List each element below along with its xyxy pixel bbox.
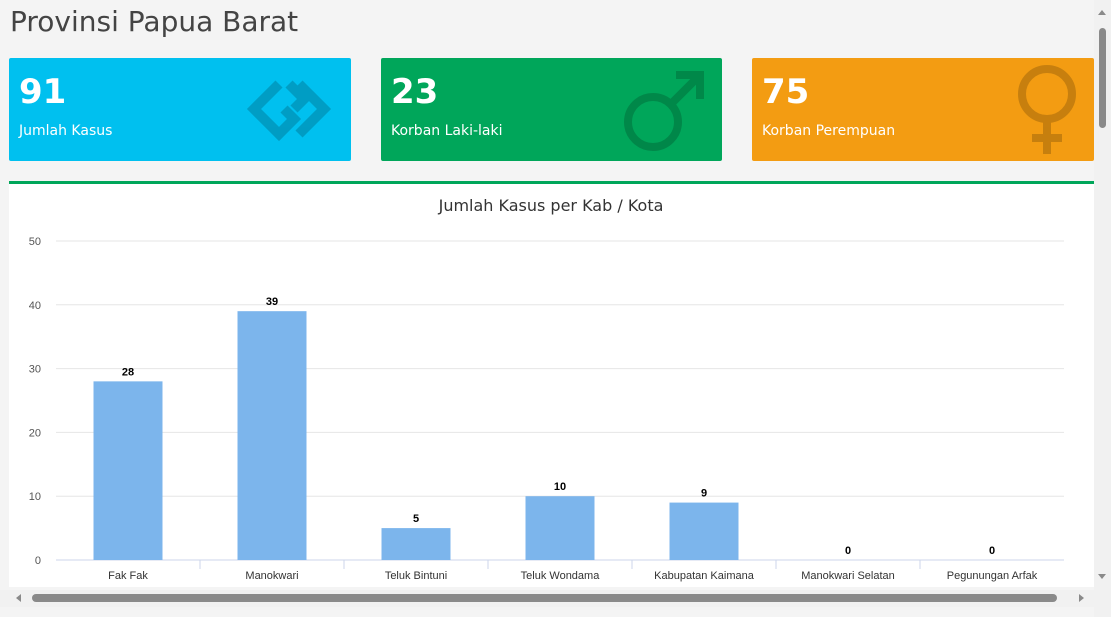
x-tick-label: Fak Fak [108, 570, 148, 582]
female-victims-label: Korban Perempuan [762, 123, 896, 139]
bar[interactable] [93, 381, 163, 560]
bar[interactable] [669, 502, 739, 560]
stat-box-male-victims: 23 Korban Laki-laki [381, 58, 722, 161]
venus-icon [1012, 64, 1082, 161]
x-tick-label: Manokwari Selatan [801, 570, 895, 582]
total-cases-value: 91 [19, 72, 67, 112]
stat-box-female-victims: 75 Korban Perempuan [752, 58, 1094, 161]
scroll-up-arrow-icon[interactable] [1098, 10, 1106, 15]
x-tick-label: Teluk Bintuni [385, 570, 447, 582]
mars-icon [620, 64, 710, 159]
vertical-scroll-thumb[interactable] [1099, 28, 1106, 128]
chart-title: Jumlah Kasus per Kab / Kota [438, 196, 664, 215]
bar[interactable] [525, 496, 595, 560]
scrollbar-corner [1094, 590, 1111, 617]
data-label: 0 [989, 545, 995, 557]
y-tick-label: 10 [29, 491, 41, 503]
x-tick-label: Teluk Wondama [521, 570, 601, 582]
horizontal-scroll-thumb[interactable] [32, 594, 1057, 602]
scroll-down-arrow-icon[interactable] [1098, 574, 1106, 579]
chart-panel: Jumlah Kasus per Kab / Kota 0 10 20 30 40 50 2… [9, 181, 1094, 587]
data-label: 39 [266, 296, 278, 308]
scroll-right-arrow-icon[interactable] [1079, 594, 1084, 602]
bar[interactable] [381, 528, 451, 560]
male-victims-label: Korban Laki-laki [391, 123, 503, 139]
data-label: 28 [122, 366, 134, 378]
data-label: 9 [701, 488, 707, 500]
page-title: Provinsi Papua Barat [10, 5, 299, 38]
total-cases-label: Jumlah Kasus [19, 123, 113, 139]
bar-chart: Jumlah Kasus per Kab / Kota 010203040502… [29, 196, 1064, 582]
stat-box-total-cases: 91 Jumlah Kasus [9, 58, 351, 161]
y-tick-label: 0 [35, 555, 41, 567]
y-tick-label: 50 [29, 236, 41, 248]
scroll-left-arrow-icon[interactable] [16, 594, 21, 602]
y-tick-label: 40 [29, 300, 41, 312]
x-tick-label: Kabupatan Kaimana [654, 570, 755, 582]
male-victims-value: 23 [391, 72, 439, 112]
data-label: 10 [554, 481, 566, 493]
y-tick-label: 20 [29, 427, 41, 439]
gg-logo-icon [239, 64, 339, 159]
vertical-scrollbar[interactable] [1094, 0, 1111, 590]
data-label: 0 [845, 545, 851, 557]
y-tick-label: 30 [29, 364, 41, 376]
bottom-strip [0, 607, 1094, 617]
female-victims-value: 75 [762, 72, 810, 112]
x-tick-label: Manokwari [245, 570, 298, 582]
data-label: 5 [413, 513, 419, 525]
horizontal-scrollbar[interactable] [0, 590, 1094, 607]
bar[interactable] [237, 311, 307, 560]
x-tick-label: Pegunungan Arfak [947, 570, 1038, 582]
